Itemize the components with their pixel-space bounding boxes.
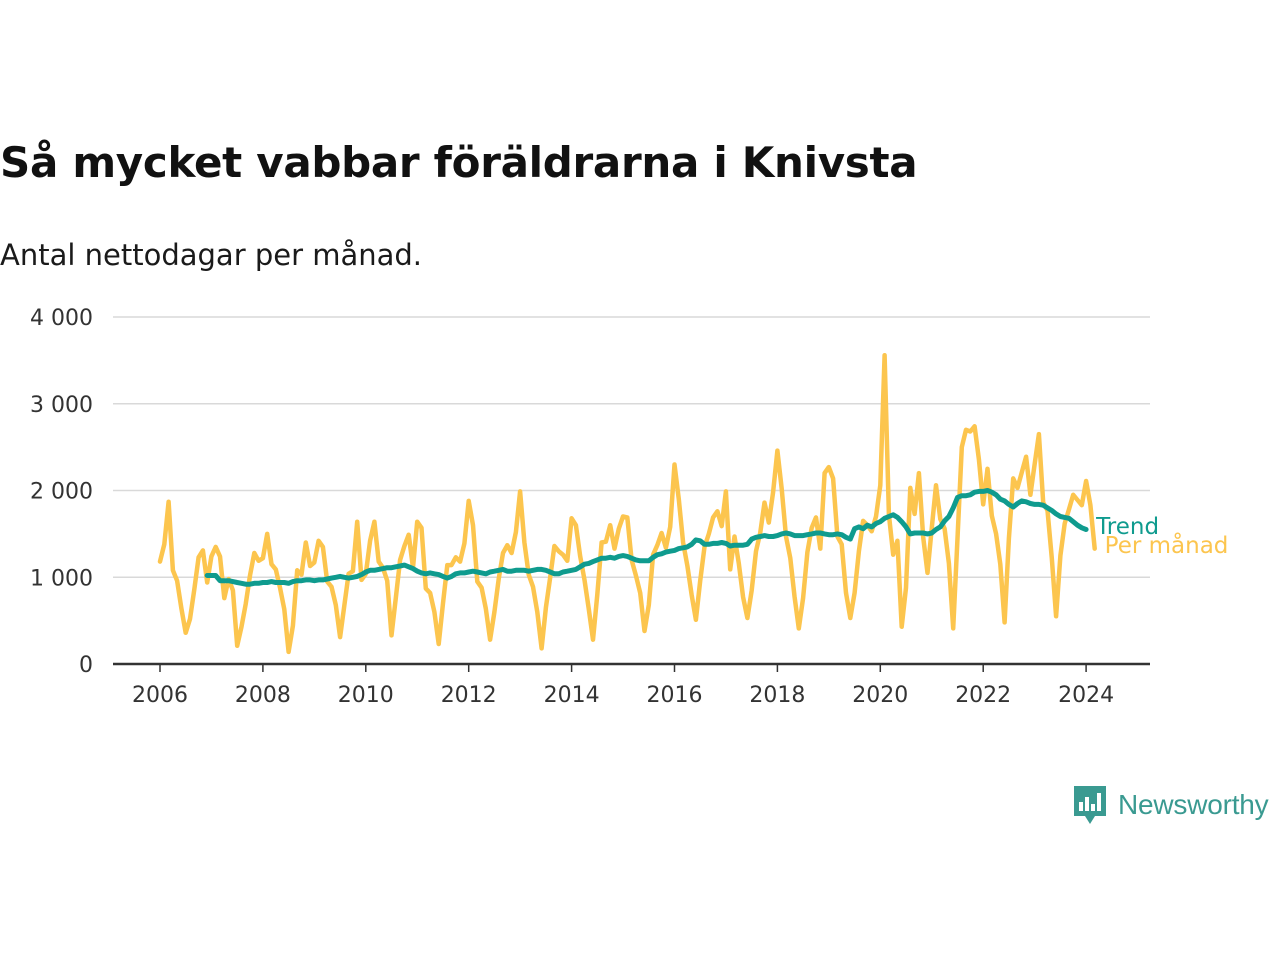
grid-lines [113, 316, 1150, 666]
x-tick-label: 2024 [1058, 683, 1114, 708]
x-tick-label: 2008 [235, 683, 291, 708]
x-tick-label: 2016 [647, 683, 703, 708]
x-tick-label: 2006 [132, 683, 188, 708]
x-tick-label: 2014 [544, 683, 600, 708]
y-tick-label: 2 000 [30, 480, 93, 505]
x-tick-label: 2010 [338, 683, 394, 708]
y-axis-ticks: 0 1 000 2 000 3 000 4 000 [30, 306, 93, 678]
y-tick-label: 0 [79, 653, 93, 678]
y-tick-label: 1 000 [30, 566, 93, 591]
chart-title: Så mycket vabbar föräldrarna i Knivsta [0, 138, 918, 187]
brand-name: Newsworthy [1118, 789, 1269, 820]
x-tick-label: 2012 [441, 683, 497, 708]
series-label-trend: Trend [1095, 514, 1159, 540]
x-tick-label: 2022 [955, 683, 1011, 708]
y-tick-label: 4 000 [30, 306, 93, 331]
x-tick-label: 2018 [749, 683, 805, 708]
chart-subtitle: Antal nettodagar per månad. [0, 238, 423, 272]
y-tick-label: 3 000 [30, 393, 93, 418]
series-label-per-manad: Per månad [1105, 531, 1229, 559]
x-axis-ticks: 2006 2008 2010 2012 2014 2016 2018 2020 2022 2024 [132, 664, 1114, 708]
x-tick-label: 2020 [852, 683, 908, 708]
brand-logo: Newsworthy [1072, 784, 1269, 826]
series-line-trend [204, 488, 1089, 587]
newsworthy-logo-icon [1074, 786, 1106, 824]
data-points [159, 355, 1095, 653]
series-lines [157, 352, 1097, 655]
